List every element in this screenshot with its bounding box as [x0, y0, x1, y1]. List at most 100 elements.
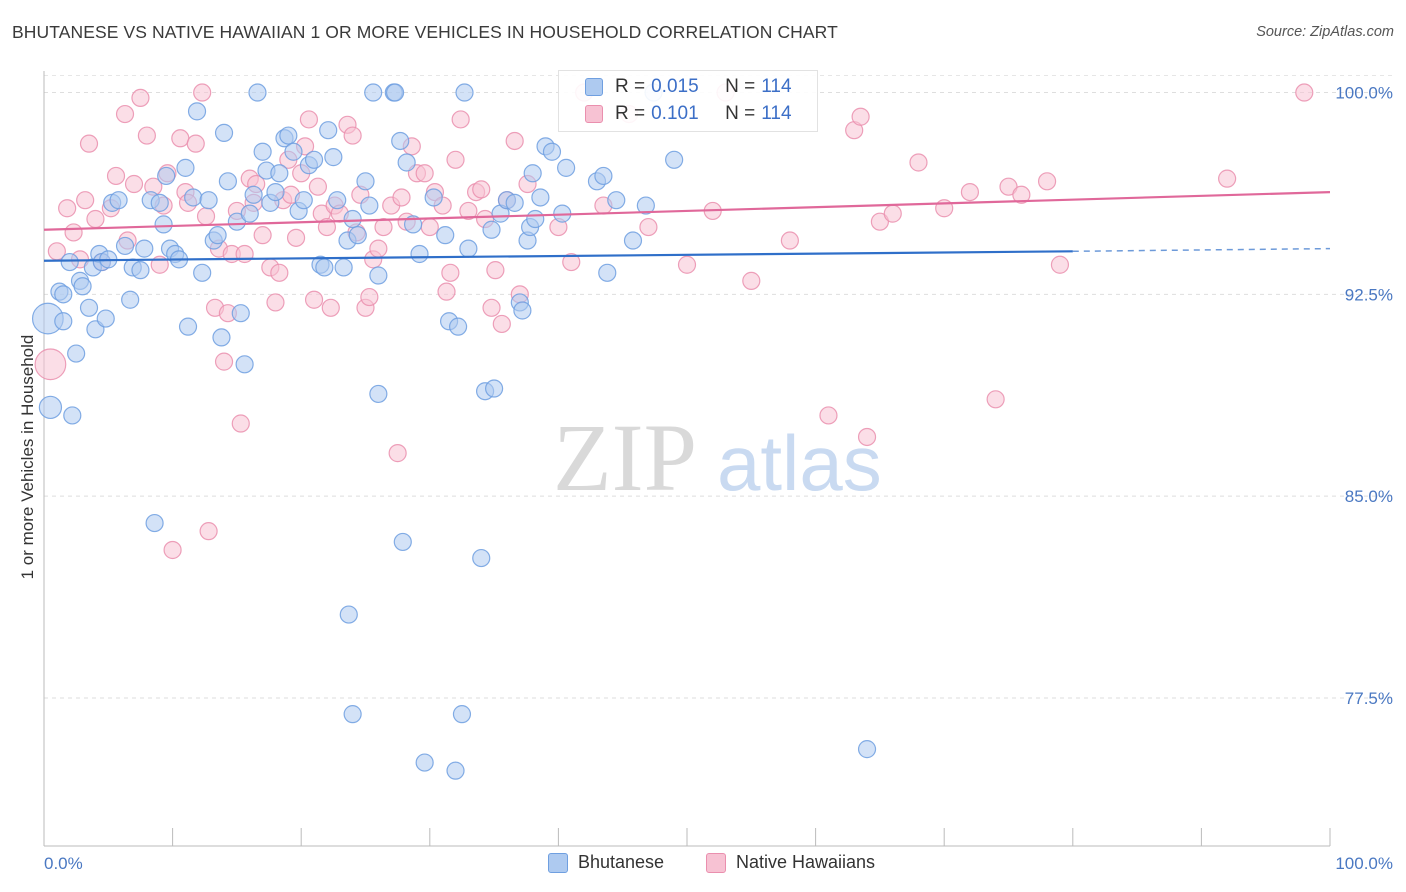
bhutanese-point	[446, 761, 465, 780]
bhutanese-point	[253, 142, 272, 161]
legend-label: Bhutanese	[578, 852, 665, 872]
native-hawaiians-point	[115, 104, 135, 124]
bhutanese-point	[356, 172, 375, 191]
native-hawaiians-point	[286, 228, 306, 247]
native-hawaiians-point	[214, 352, 234, 371]
bhutanese-point	[145, 513, 164, 533]
native-hawaiians-point	[392, 188, 411, 207]
axes	[43, 71, 1331, 847]
y-tick-label: 100.0%	[1335, 84, 1393, 103]
bhutanese-point	[193, 263, 212, 282]
native-hawaiians-point	[131, 88, 150, 108]
native-hawaiians-trend-line	[43, 190, 1331, 231]
native-hawaiians-point	[388, 444, 407, 463]
native-hawaiians-point	[986, 390, 1005, 409]
bhutanese-point	[150, 193, 169, 212]
bhutanese-point	[67, 344, 86, 363]
bhutanese-point	[304, 150, 324, 169]
native-hawaiians-point	[253, 226, 272, 245]
native-hawaiians-point	[231, 414, 250, 433]
bhutanese-point	[485, 379, 504, 398]
bhutanese-point	[343, 705, 362, 724]
bhutanese-point	[459, 239, 478, 258]
native-hawaiians-point	[505, 131, 524, 151]
grid-lines	[44, 75, 1392, 699]
native-hawaiians-point	[58, 199, 77, 218]
bhutanese-point	[448, 317, 468, 336]
bhutanese-point	[38, 395, 63, 420]
native-hawaiians-point	[999, 177, 1018, 196]
bhutanese-point	[385, 83, 405, 102]
native-hawaiians-point	[321, 298, 340, 317]
native-hawaiians-point	[677, 255, 697, 274]
native-hawaiians-point	[446, 150, 465, 169]
native-hawaiians-point	[163, 540, 182, 560]
bhutanese-point	[240, 204, 259, 223]
native-hawaiians-point	[374, 217, 393, 237]
bhutanese-point	[482, 220, 501, 239]
native-hawaiians-point	[1012, 185, 1031, 204]
legend-n-value: 114	[761, 103, 792, 124]
bhutanese-point	[594, 166, 613, 186]
native-hawaiians-point	[420, 217, 439, 237]
bhutanese-point	[360, 196, 379, 215]
native-hawaiians-point	[186, 134, 205, 153]
bhutanese-point	[109, 191, 128, 210]
watermark-atlas: atlas	[717, 419, 882, 507]
legend-row-bhutanese: R = 0.015 N = 114	[559, 74, 792, 100]
bhutanese-point	[472, 548, 491, 568]
native-hawaiians-point	[304, 290, 324, 309]
bhutanese-point	[397, 153, 416, 172]
native-hawaiians-point	[441, 263, 460, 282]
x-tick-label: 100.0%	[1335, 854, 1393, 873]
legend-r-value: 0.015	[651, 76, 699, 97]
native-hawaiians-point	[857, 427, 877, 447]
bhutanese-point	[513, 301, 532, 320]
native-hawaiians-point	[1037, 172, 1057, 191]
bhutanese-point	[284, 142, 303, 161]
legend-swatch-blue	[585, 78, 603, 96]
legend-item-bhutanese[interactable]: Bhutanese	[548, 852, 664, 873]
legend-item-native-hawaiians[interactable]: Native Hawaiians	[706, 852, 875, 873]
trend-lines	[43, 190, 1331, 262]
x-tick-labels: 0.0% 100.0%	[44, 854, 1393, 873]
native-hawaiians-point	[742, 271, 761, 290]
native-hawaiians-point	[79, 134, 99, 153]
native-hawaiians-point	[870, 212, 890, 231]
source-label: Source: ZipAtlas.com	[1256, 24, 1394, 40]
bhutanese-point	[54, 285, 73, 304]
bhutanese-point	[393, 532, 412, 552]
native-hawaiians-point	[492, 314, 511, 334]
native-hawaiians-point	[266, 293, 285, 312]
bhutanese-point	[505, 193, 524, 212]
bhutanese-point	[212, 328, 231, 347]
series-legend: Bhutanese Native Hawaiians	[0, 852, 1406, 878]
native-hawaiians-point	[360, 287, 379, 307]
bhutanese-point	[339, 605, 358, 624]
bhutanese-point	[348, 226, 367, 245]
native-hawaiians-point	[317, 217, 337, 237]
bhutanese-point	[665, 150, 684, 169]
legend-n-label: N =	[725, 76, 756, 97]
native-hawaiians-point	[308, 177, 328, 196]
native-hawaiians-point	[451, 110, 470, 129]
legend-swatch-pink	[706, 852, 726, 873]
native-hawaiians-point	[562, 252, 581, 272]
native-hawaiians-point	[193, 83, 212, 102]
bhutanese-point	[410, 244, 429, 264]
native-hawaiians-point	[437, 282, 456, 301]
native-hawaiians-point	[639, 217, 658, 237]
bhutanese-point	[178, 317, 198, 336]
native-hawaiians-point	[196, 207, 216, 226]
bhutanese-point	[364, 83, 383, 102]
bhutanese-point	[557, 158, 576, 177]
bhutanese-point	[214, 123, 234, 142]
native-hawaiians-point	[369, 239, 388, 258]
bhutanese-point	[294, 191, 313, 210]
bhutanese-point	[319, 121, 338, 140]
native-hawaiians-point	[415, 164, 434, 183]
native-hawaiians-point	[819, 406, 838, 425]
native-hawaiians-point	[851, 107, 870, 126]
series-bhutanese-points	[31, 83, 877, 780]
